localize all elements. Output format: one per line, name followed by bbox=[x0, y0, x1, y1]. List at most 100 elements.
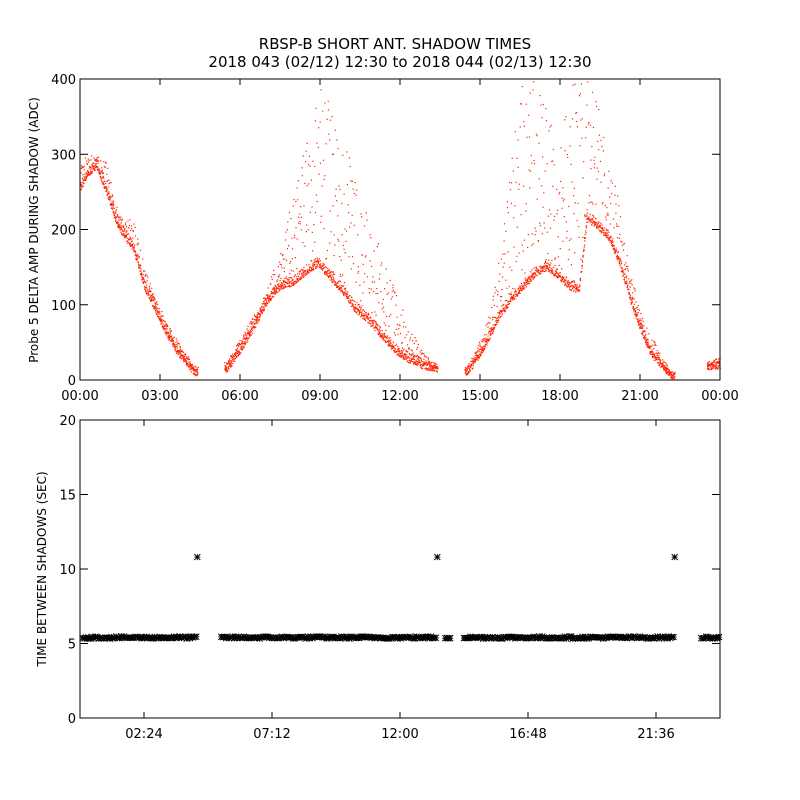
top-data-point bbox=[117, 217, 119, 219]
top-data-point bbox=[254, 315, 256, 317]
top-data-point bbox=[385, 341, 388, 343]
top-data-point bbox=[476, 356, 478, 358]
top-data-point bbox=[423, 361, 425, 363]
top-data-point bbox=[638, 319, 640, 321]
top-data-point bbox=[349, 295, 351, 297]
top-data-point bbox=[649, 347, 651, 349]
top-data-point bbox=[256, 315, 258, 317]
top-data-point bbox=[299, 278, 301, 280]
top-data-point bbox=[247, 340, 249, 342]
top-data-point bbox=[498, 313, 500, 315]
top-data-point bbox=[157, 307, 159, 309]
top-data-point bbox=[110, 203, 112, 205]
top-data-point bbox=[535, 270, 537, 272]
top-data-point bbox=[535, 274, 537, 276]
top-data-point bbox=[522, 285, 524, 287]
top-data-point bbox=[611, 242, 613, 244]
top-data-point bbox=[169, 332, 171, 334]
top-data-point bbox=[533, 276, 536, 279]
top-data-point bbox=[265, 301, 267, 303]
top-data-point bbox=[99, 172, 101, 174]
top-data-point bbox=[294, 283, 296, 285]
top-data-point bbox=[372, 321, 374, 323]
top-data-point bbox=[115, 221, 117, 223]
top-data-point bbox=[269, 295, 271, 297]
top-data-point bbox=[98, 160, 100, 162]
top-data-point bbox=[563, 281, 565, 283]
top-data-point bbox=[185, 358, 187, 360]
top-data-point bbox=[147, 294, 149, 297]
top-data-point bbox=[341, 289, 343, 291]
top-data-point bbox=[145, 293, 148, 295]
top-data-point bbox=[602, 202, 604, 204]
top-data-point bbox=[248, 332, 250, 334]
top-data-point bbox=[530, 280, 532, 282]
top-data-point bbox=[408, 362, 411, 364]
top-data-point bbox=[418, 362, 420, 364]
top-data-point bbox=[339, 188, 341, 191]
top-data-point bbox=[405, 349, 407, 351]
top-data-point bbox=[373, 250, 375, 252]
top-data-point bbox=[560, 275, 562, 277]
top-data-point bbox=[597, 227, 599, 229]
top-data-point bbox=[500, 258, 502, 260]
top-data-point bbox=[576, 284, 578, 286]
top-data-point bbox=[607, 187, 609, 189]
top-data-point bbox=[493, 304, 495, 306]
top-data-point bbox=[523, 285, 525, 287]
top-data-point bbox=[418, 359, 420, 361]
top-data-point bbox=[234, 360, 236, 362]
top-data-point bbox=[175, 338, 177, 340]
top-data-point bbox=[345, 296, 348, 298]
top-data-point bbox=[361, 312, 363, 314]
top-data-point bbox=[82, 166, 84, 168]
top-data-point bbox=[326, 257, 328, 259]
top-data-point bbox=[559, 272, 561, 274]
top-data-point bbox=[344, 292, 346, 294]
top-data-point bbox=[624, 264, 626, 266]
top-data-point bbox=[341, 202, 343, 205]
top-data-point bbox=[377, 243, 380, 245]
top-data-point bbox=[258, 313, 260, 315]
top-data-point bbox=[569, 286, 571, 288]
top-data-point bbox=[94, 169, 96, 171]
top-data-point bbox=[566, 286, 568, 288]
top-data-point bbox=[246, 335, 248, 337]
top-data-point bbox=[520, 214, 522, 216]
top-data-point bbox=[573, 290, 575, 292]
top-data-point bbox=[598, 134, 600, 136]
top-data-point bbox=[297, 278, 299, 281]
top-data-point bbox=[241, 343, 243, 345]
top-data-point bbox=[481, 352, 483, 354]
top-data-point bbox=[548, 270, 550, 272]
top-data-point bbox=[107, 167, 109, 169]
top-data-point bbox=[654, 354, 656, 356]
top-data-point bbox=[250, 321, 252, 323]
top-data-point bbox=[561, 279, 563, 282]
top-data-point bbox=[651, 355, 653, 357]
top-data-point bbox=[633, 298, 635, 300]
top-data-point bbox=[369, 234, 371, 236]
top-data-point bbox=[429, 368, 431, 370]
top-data-point bbox=[188, 356, 190, 358]
top-data-point bbox=[119, 217, 121, 219]
top-data-point bbox=[627, 288, 629, 290]
top-data-point bbox=[320, 263, 322, 265]
top-data-point bbox=[584, 236, 586, 239]
top-data-point bbox=[250, 334, 252, 336]
top-data-point bbox=[284, 286, 286, 288]
top-data-point bbox=[164, 321, 166, 323]
top-data-point bbox=[85, 178, 87, 180]
top-data-point bbox=[490, 327, 492, 329]
top-data-point bbox=[614, 252, 616, 254]
top-data-point bbox=[576, 286, 578, 288]
top-data-point bbox=[408, 348, 410, 350]
top-data-point bbox=[535, 272, 537, 274]
top-data-point bbox=[135, 252, 137, 254]
top-data-point bbox=[298, 222, 300, 224]
top-data-point bbox=[614, 249, 617, 251]
top-data-point bbox=[645, 339, 647, 341]
top-data-point bbox=[230, 363, 232, 365]
top-data-point bbox=[336, 282, 338, 284]
top-data-point bbox=[624, 282, 626, 284]
